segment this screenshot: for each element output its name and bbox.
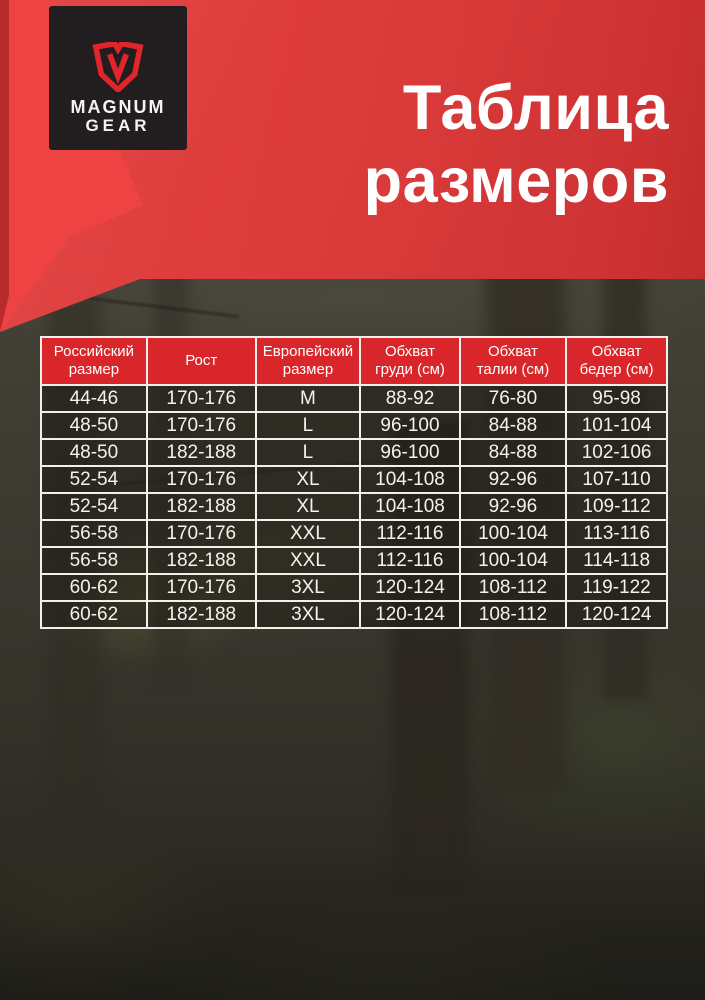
header-cell-height: Рост	[145, 336, 257, 386]
table-cell: 120-124	[565, 600, 668, 629]
table-cell: 114-118	[565, 546, 668, 575]
table-cell: 112-116	[359, 546, 461, 575]
table-cell: 3XL	[254, 573, 362, 602]
brand-name-line2: GEAR	[85, 116, 151, 135]
page-title: Таблица размеров	[364, 72, 669, 218]
table-cell: 100-104	[458, 546, 568, 575]
size-table: Российский размер Рост Европейский разме…	[40, 336, 668, 629]
table-row: 52-54 170-176 XL 104-108 92-96 107-110	[40, 465, 668, 494]
table-row: 56-58 182-188 XXL 112-116 100-104 114-11…	[40, 546, 668, 575]
table-cell: 113-116	[565, 519, 668, 548]
header-cell-chest: Обхват груди (см)	[359, 336, 461, 386]
table-cell: 101-104	[565, 411, 668, 440]
table-cell: L	[254, 411, 362, 440]
table-cell: 96-100	[359, 411, 461, 440]
table-cell: 104-108	[359, 465, 461, 494]
table-cell: 182-188	[145, 600, 257, 629]
header-cell-waist: Обхват талии (см)	[458, 336, 568, 386]
page-title-line1: Таблица	[402, 73, 669, 143]
table-cell: 95-98	[565, 384, 668, 413]
table-cell: 109-112	[565, 492, 668, 521]
table-cell: 107-110	[565, 465, 668, 494]
table-cell: 88-92	[359, 384, 461, 413]
table-row: 44-46 170-176 M 88-92 76-80 95-98	[40, 384, 668, 413]
table-cell: 182-188	[145, 492, 257, 521]
table-cell: 120-124	[359, 573, 461, 602]
table-row: 60-62 182-188 3XL 120-124 108-112 120-12…	[40, 600, 668, 629]
table-cell: M	[254, 384, 362, 413]
table-cell: 84-88	[458, 438, 568, 467]
table-cell: 52-54	[40, 465, 148, 494]
size-table-body: 44-46 170-176 M 88-92 76-80 95-98 48-50 …	[40, 384, 668, 629]
table-cell: 76-80	[458, 384, 568, 413]
table-row: 52-54 182-188 XL 104-108 92-96 109-112	[40, 492, 668, 521]
hero-banner	[0, 0, 705, 332]
table-cell: 108-112	[458, 600, 568, 629]
table-cell: 92-96	[458, 465, 568, 494]
table-row: 48-50 170-176 L 96-100 84-88 101-104	[40, 411, 668, 440]
table-cell: 52-54	[40, 492, 148, 521]
table-cell: L	[254, 438, 362, 467]
hero-left-edge-shape	[0, 0, 9, 332]
table-cell: XXL	[254, 546, 362, 575]
table-cell: 104-108	[359, 492, 461, 521]
table-cell: 96-100	[359, 438, 461, 467]
table-cell: 44-46	[40, 384, 148, 413]
table-cell: 48-50	[40, 438, 148, 467]
table-cell: XL	[254, 465, 362, 494]
header-cell-russian-size: Российский размер	[40, 336, 148, 386]
table-cell: 170-176	[145, 573, 257, 602]
table-cell: 60-62	[40, 573, 148, 602]
table-cell: 112-116	[359, 519, 461, 548]
page-title-line2: размеров	[363, 146, 669, 217]
magnum-gear-logo-icon	[92, 42, 144, 92]
table-cell: 170-176	[145, 465, 257, 494]
table-cell: 170-176	[145, 411, 257, 440]
table-cell: 119-122	[565, 573, 668, 602]
table-cell: XL	[254, 492, 362, 521]
table-cell: 100-104	[458, 519, 568, 548]
table-cell: 182-188	[145, 438, 257, 467]
table-row: 60-62 170-176 3XL 120-124 108-112 119-12…	[40, 573, 668, 602]
table-cell: 92-96	[458, 492, 568, 521]
header-cell-european-size: Европейский размер	[254, 336, 362, 386]
header-cell-hips: Обхват бедер (см)	[565, 336, 668, 386]
table-cell: 3XL	[254, 600, 362, 629]
table-cell: 170-176	[145, 519, 257, 548]
table-cell: 182-188	[145, 546, 257, 575]
brand-name-line1: MAGNUM	[70, 97, 166, 117]
table-cell: 108-112	[458, 573, 568, 602]
table-row: 48-50 182-188 L 96-100 84-88 102-106	[40, 438, 668, 467]
ground-shadow	[0, 850, 705, 1000]
size-table-header: Российский размер Рост Европейский разме…	[40, 336, 668, 386]
brand-name: MAGNUM GEAR	[71, 98, 166, 134]
table-cell: 56-58	[40, 519, 148, 548]
table-cell: 60-62	[40, 600, 148, 629]
header-row: Российский размер Рост Европейский разме…	[40, 336, 668, 386]
table-cell: 120-124	[359, 600, 461, 629]
table-row: 56-58 170-176 XXL 112-116 100-104 113-11…	[40, 519, 668, 548]
brand-logo: MAGNUM GEAR	[49, 6, 187, 150]
table-cell: 56-58	[40, 546, 148, 575]
table-cell: 84-88	[458, 411, 568, 440]
table-cell: 102-106	[565, 438, 668, 467]
table-cell: XXL	[254, 519, 362, 548]
table-cell: 170-176	[145, 384, 257, 413]
table-cell: 48-50	[40, 411, 148, 440]
